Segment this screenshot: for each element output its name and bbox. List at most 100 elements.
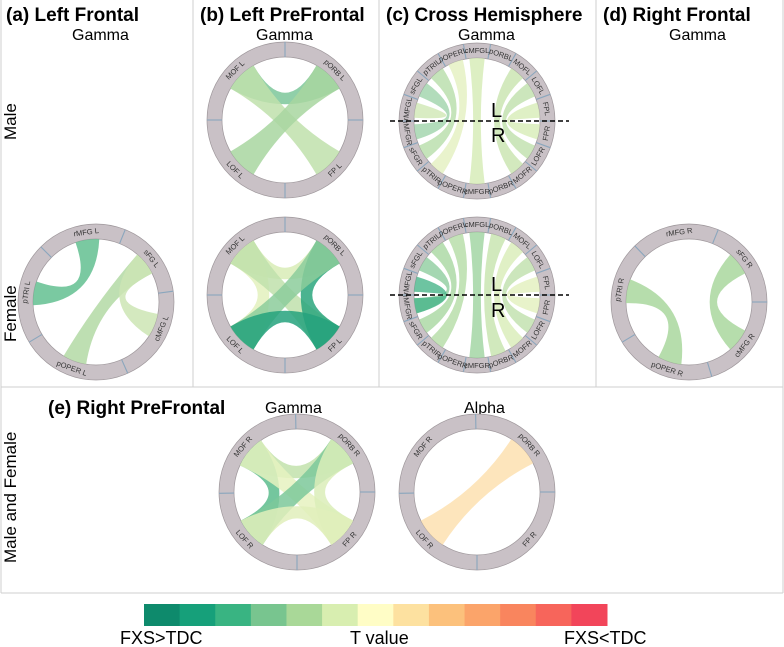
colorbar-center-label: T value bbox=[350, 628, 409, 647]
node-label: cMFGR bbox=[464, 187, 490, 196]
connection-ribbon bbox=[507, 276, 540, 314]
ring-separator bbox=[536, 93, 551, 100]
ring-separator bbox=[40, 246, 52, 258]
connection-ribbon bbox=[469, 232, 485, 359]
panel-grid bbox=[0, 0, 784, 594]
connection-ribbon bbox=[414, 83, 450, 140]
ring-separator bbox=[121, 359, 129, 374]
connection-ribbon bbox=[484, 233, 506, 357]
ring-separator bbox=[536, 142, 551, 149]
row-label-male: Male bbox=[1, 103, 20, 140]
colorbar-swatch bbox=[500, 604, 537, 626]
node-label: FPR bbox=[541, 298, 553, 315]
cross-female-right-label: R bbox=[491, 300, 505, 322]
colorbar-swatch bbox=[144, 604, 181, 626]
cross-hemisphere-male-circle: rMFGLsFGLpTRILpOPERLcMFGLpORBLMOFLLOFLFP… bbox=[390, 42, 569, 200]
ring-separator bbox=[437, 349, 446, 363]
ring-separator bbox=[158, 290, 174, 294]
colorbar-swatch bbox=[393, 604, 430, 626]
connection-ribbon bbox=[469, 58, 485, 185]
node-label: rMFGR bbox=[401, 120, 414, 146]
panel-b-title: (b) Left PreFrontal bbox=[200, 5, 365, 26]
colorbar-swatch bbox=[464, 604, 501, 626]
ring-separator bbox=[706, 362, 713, 377]
colorbar-swatch bbox=[357, 604, 394, 626]
ring-separator bbox=[462, 218, 467, 234]
connection-ribbon bbox=[414, 102, 447, 119]
ring-separator bbox=[487, 356, 492, 372]
colorbar-swatch bbox=[322, 604, 359, 626]
node-label: FPR bbox=[541, 124, 553, 141]
node-label: FPL bbox=[541, 101, 552, 116]
ring-separator bbox=[508, 175, 517, 189]
node-label: rMFG L bbox=[73, 226, 99, 238]
row-label-male-and-female: Male and Female bbox=[1, 432, 20, 563]
ring-separator bbox=[462, 356, 467, 372]
connection-ribbon bbox=[419, 68, 457, 159]
panel-a-title: (a) Left Frontal bbox=[6, 5, 139, 26]
ring-separator bbox=[536, 316, 551, 323]
connection-ribbon bbox=[494, 242, 524, 348]
cross-male-left-label: L bbox=[491, 100, 502, 122]
colorbar-swatch bbox=[215, 604, 252, 626]
panel-d-title: (d) Right Frontal bbox=[603, 5, 751, 26]
ring-separator bbox=[437, 175, 446, 189]
connection-ribbon bbox=[626, 279, 683, 365]
connection-ribbon bbox=[420, 439, 534, 545]
connection-ribbon bbox=[502, 257, 535, 333]
ring-separator bbox=[524, 70, 538, 81]
node-label: FPL bbox=[541, 275, 552, 290]
ring-separator bbox=[536, 267, 551, 274]
panel-e-title: (e) Right PreFrontal bbox=[48, 398, 225, 419]
ring-separator bbox=[403, 316, 418, 323]
colorbar bbox=[144, 604, 608, 626]
node-label: rMFGL bbox=[401, 270, 414, 295]
connection-ribbon bbox=[119, 254, 158, 337]
panel-c-title: (c) Cross Hemisphere bbox=[386, 5, 582, 26]
ring-separator bbox=[462, 182, 467, 198]
node-label: rMFG R bbox=[665, 226, 693, 239]
ring bbox=[18, 224, 174, 380]
colorbar-left-label: FXS>TDC bbox=[120, 628, 203, 647]
connection-ribbon bbox=[33, 238, 100, 306]
node-label: cMFGL bbox=[465, 46, 490, 55]
cross-female-left-label: L bbox=[491, 274, 502, 296]
connection-ribbon bbox=[240, 506, 354, 545]
connection-ribbon bbox=[230, 310, 340, 350]
ring-separator bbox=[416, 244, 430, 255]
colorbar-swatch bbox=[428, 604, 466, 626]
ring-separator bbox=[712, 229, 719, 244]
panel-a-band: Gamma bbox=[72, 27, 129, 44]
colorbar-swatch bbox=[250, 604, 287, 626]
ring-separator bbox=[634, 245, 646, 258]
connection-ribbon bbox=[414, 276, 447, 314]
ring-separator bbox=[437, 227, 446, 241]
connection-ribbon bbox=[230, 65, 340, 175]
connection-ribbon bbox=[502, 83, 535, 159]
row-label-female: Female bbox=[1, 285, 20, 342]
node-label: rMFGR bbox=[401, 294, 414, 320]
ring-separator bbox=[416, 161, 430, 172]
cross-hemisphere-female-circle: rMFGLsFGLpTRILpOPERLcMFGLpORBLMOFLLOFLFP… bbox=[390, 216, 569, 374]
panel-d-band: Gamma bbox=[669, 27, 726, 44]
connection-ribbon bbox=[419, 242, 457, 333]
colorbar-swatch bbox=[179, 604, 216, 626]
colorbar-swatch bbox=[535, 604, 572, 626]
panel-c-band: Gamma bbox=[458, 27, 515, 44]
ring-separator bbox=[416, 70, 430, 81]
colorbar-right-label: FXS<TDC bbox=[564, 628, 647, 647]
ring-outer-edge bbox=[17, 223, 175, 381]
ring-separator bbox=[403, 142, 418, 149]
ring-separator bbox=[508, 349, 517, 363]
ring-separator bbox=[487, 182, 492, 198]
ring-separator bbox=[487, 44, 492, 60]
connection-ribbon bbox=[494, 68, 524, 174]
ring-separator bbox=[403, 93, 418, 100]
ring-separator bbox=[524, 244, 538, 255]
ring-separator bbox=[524, 335, 538, 346]
